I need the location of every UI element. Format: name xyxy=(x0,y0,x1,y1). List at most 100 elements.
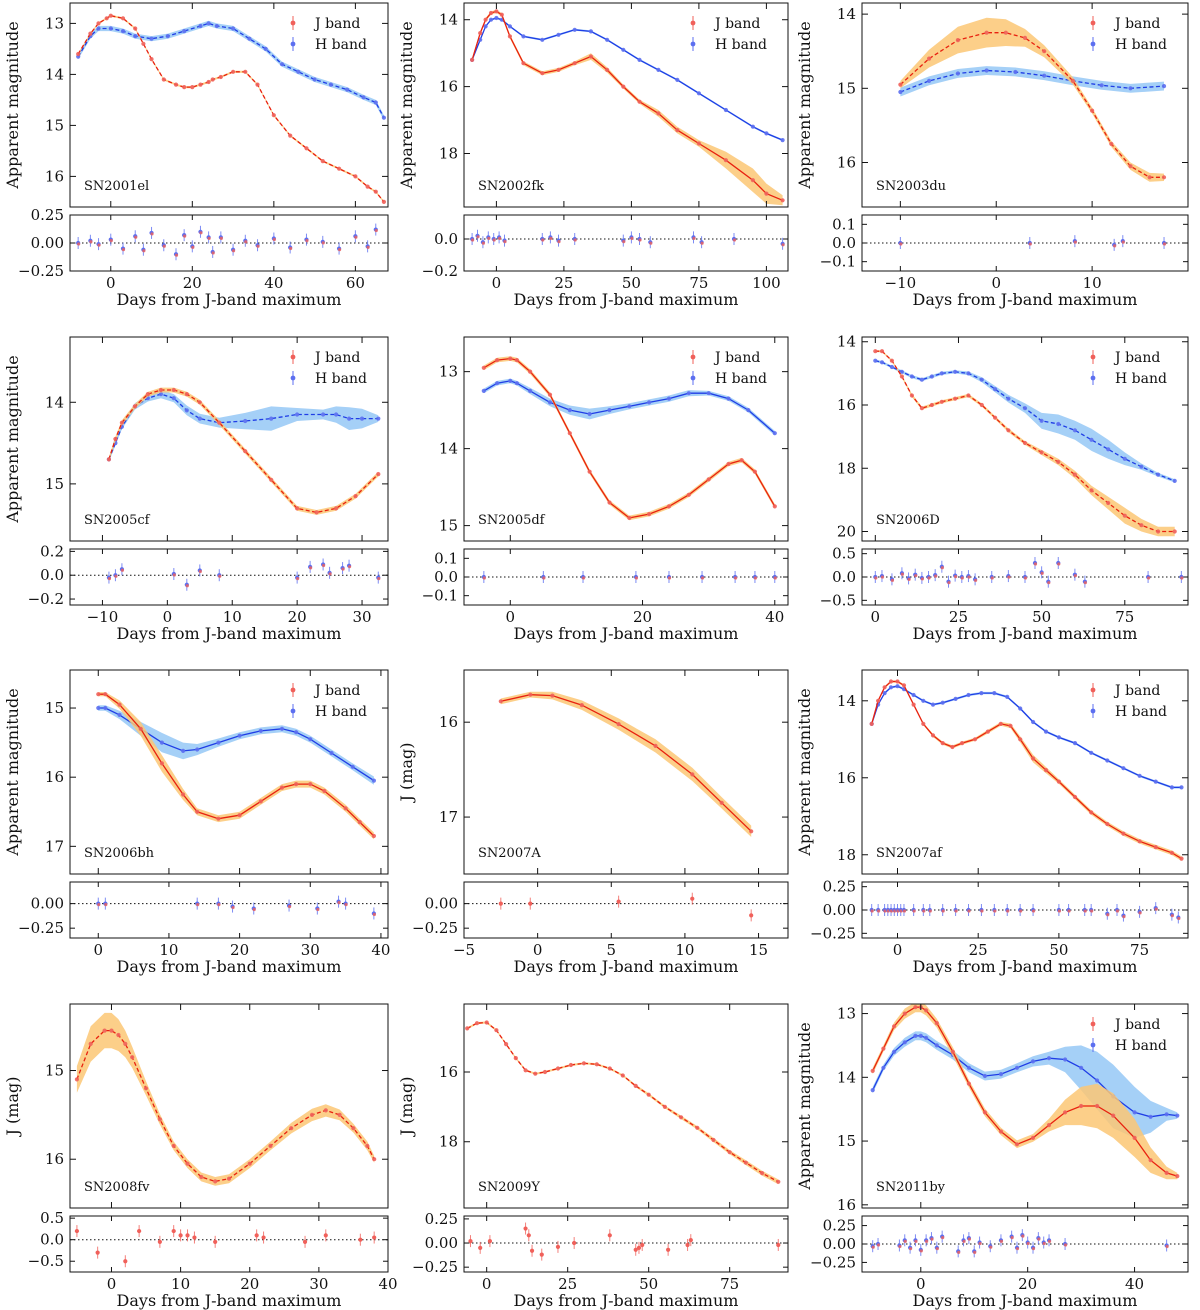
residual-point-j xyxy=(870,909,874,913)
residual-point-j xyxy=(344,903,348,907)
h-point xyxy=(1006,396,1011,401)
x-axis-label: Days from J-band maximum xyxy=(117,624,342,643)
j-point xyxy=(555,1066,561,1071)
residual-point-j xyxy=(244,240,248,244)
j-point xyxy=(929,402,935,408)
j-point xyxy=(351,1126,356,1131)
residual-point-j xyxy=(978,1241,982,1246)
j-point xyxy=(1128,164,1133,169)
panel-SN2001el: 13 14 15 16 Apparent magnitude SN2001el J band… xyxy=(3,2,389,309)
j-point xyxy=(528,692,533,697)
axes-frame xyxy=(463,1003,789,1209)
residual-point-j xyxy=(207,236,211,240)
h-point xyxy=(198,23,203,29)
residual-point-j xyxy=(898,1244,902,1249)
x-tick-label: 0 xyxy=(492,274,502,292)
residual-point xyxy=(95,1250,100,1255)
residual-tick-label: 0.1 xyxy=(832,215,856,233)
x-tick-label: −10 xyxy=(87,608,119,626)
residual-point-j xyxy=(1177,916,1181,921)
x-tick-label: 75 xyxy=(1115,608,1134,626)
j-point xyxy=(74,1077,79,1082)
h-point xyxy=(345,87,350,92)
residual-point-j xyxy=(498,236,502,240)
j-point xyxy=(881,1046,886,1051)
legend-h-marker xyxy=(690,41,696,47)
legend-h-label: H band xyxy=(1115,37,1167,53)
residual-point-j xyxy=(1170,914,1174,918)
plot-area xyxy=(869,679,1184,861)
j-point xyxy=(1072,472,1077,477)
residual-point xyxy=(478,1245,483,1250)
y-tick-label: 16 xyxy=(439,78,458,96)
legend-j-label: J band xyxy=(1113,350,1160,366)
axes-frame xyxy=(861,1003,1189,1209)
residual-point xyxy=(688,1238,693,1243)
j-point xyxy=(514,358,520,363)
j-point xyxy=(507,34,512,39)
legend-j-label: J band xyxy=(313,683,360,699)
residual-tick-label: 0.0 xyxy=(832,234,856,252)
j-point xyxy=(950,744,955,750)
j-point xyxy=(902,1011,907,1016)
residual-tick-label: −0.5 xyxy=(28,1252,64,1270)
j-point xyxy=(637,99,642,104)
axes-frame xyxy=(69,669,389,875)
j-point xyxy=(357,820,362,825)
residual-point-j xyxy=(927,576,931,580)
residual-point-j xyxy=(954,575,958,579)
j-point xyxy=(540,71,545,76)
h-point xyxy=(481,388,486,393)
j-point xyxy=(711,1137,716,1143)
residual-point-j xyxy=(231,905,235,910)
h-point xyxy=(321,412,326,417)
h-point xyxy=(895,684,900,689)
x-axis-label: Days from J-band maximum xyxy=(913,957,1138,976)
residual-point-j xyxy=(914,1239,918,1243)
h-point xyxy=(514,381,520,386)
residual-point-j xyxy=(941,1236,945,1240)
plot-area xyxy=(498,691,754,837)
j-band-SN2011by xyxy=(872,1004,1178,1180)
j-point xyxy=(159,761,164,766)
h-point xyxy=(1089,437,1094,442)
residual-point-j xyxy=(289,246,293,251)
legend-h-label: H band xyxy=(315,704,367,720)
j-point xyxy=(647,511,652,517)
y-axis-label: J (mag) xyxy=(3,1077,22,1138)
y-tick-label: 13 xyxy=(45,14,64,32)
residual-point-j xyxy=(162,244,166,248)
residual-point-j xyxy=(871,1245,875,1249)
residual-point-j xyxy=(337,248,342,252)
j-point xyxy=(149,57,154,62)
j-point xyxy=(1121,831,1126,836)
h-point xyxy=(108,26,113,31)
j-point xyxy=(909,393,915,398)
plot-area xyxy=(470,9,785,206)
j-point xyxy=(616,722,621,727)
j-fit-SN2007A xyxy=(500,694,752,832)
x-axis-label: Days from J-band maximum xyxy=(913,624,1138,643)
residual-frame xyxy=(463,1215,789,1273)
h-point xyxy=(993,387,998,392)
x-tick-label: 0 xyxy=(163,608,173,626)
j-point xyxy=(1169,850,1174,855)
x-tick-label: 0 xyxy=(893,941,903,959)
y-tick-label: 15 xyxy=(45,1062,64,1080)
residual-point-j xyxy=(1031,1247,1036,1251)
h-point xyxy=(637,57,642,63)
h-point xyxy=(889,364,895,370)
h-point xyxy=(1128,86,1133,91)
residual-point-j xyxy=(174,253,179,257)
x-tick-label: 25 xyxy=(554,274,573,292)
residual-point-j xyxy=(77,242,81,246)
supernova-name: SN2011by xyxy=(876,1180,946,1195)
j-point xyxy=(243,69,248,74)
h-point xyxy=(1137,773,1142,778)
j-point xyxy=(218,74,223,80)
residual-point xyxy=(372,1235,377,1240)
h-point xyxy=(675,77,680,82)
h-point xyxy=(1106,447,1111,452)
h-point xyxy=(764,131,769,136)
residual-point-j xyxy=(989,1245,993,1249)
